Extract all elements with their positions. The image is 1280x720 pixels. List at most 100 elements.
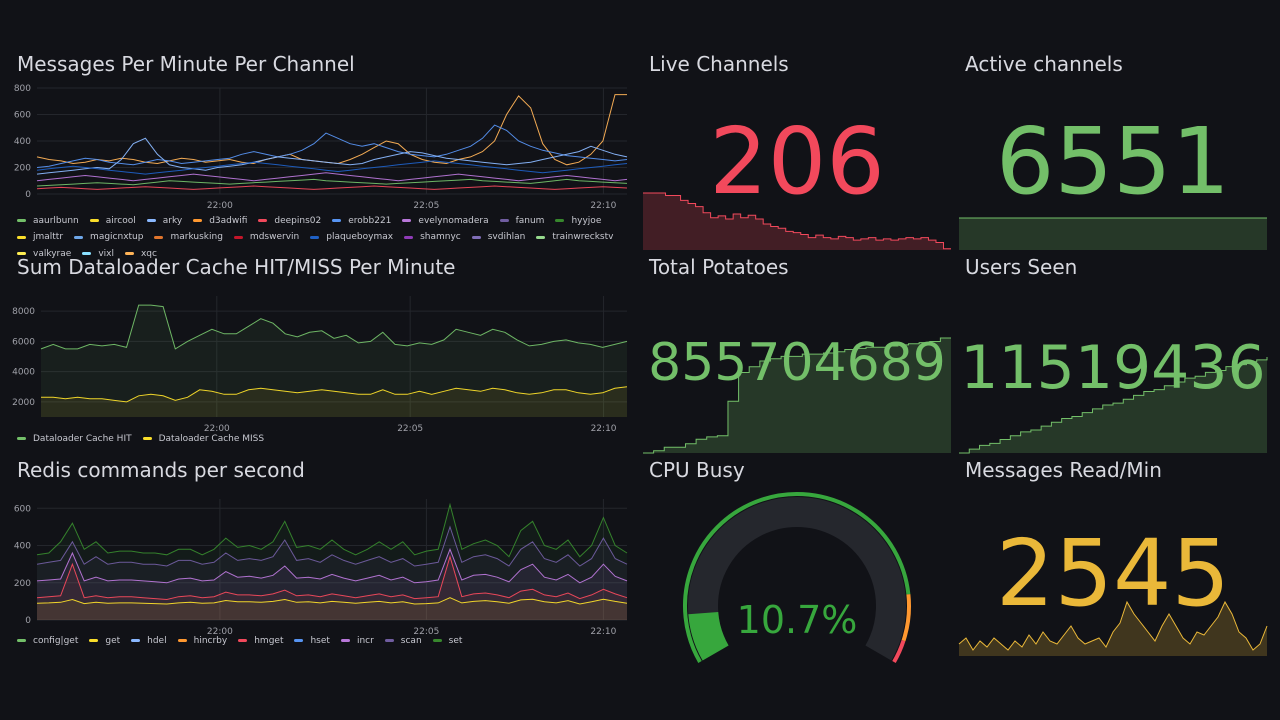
messages-legend: aaurlbunn aircool arky d3adwifi deepins02 ero… bbox=[17, 212, 627, 262]
legend-swatch bbox=[340, 639, 350, 642]
dataloader-legend-item[interactable]: Dataloader Cache HIT bbox=[17, 431, 132, 447]
redis-legend-item[interactable]: hmget bbox=[238, 633, 283, 649]
series-area-Dataloader Cache HIT bbox=[41, 305, 627, 417]
legend-swatch bbox=[17, 639, 26, 642]
series-line-aaurlbunn bbox=[36, 178, 628, 187]
redis-legend-item[interactable]: get bbox=[89, 633, 120, 649]
total-potatoes-sparkline bbox=[643, 337, 951, 454]
messages-panel-title: Messages Per Minute Per Channel bbox=[17, 52, 355, 76]
legend-label: aaurlbunn bbox=[33, 215, 79, 226]
messages-legend-item[interactable]: svdihlan bbox=[471, 229, 525, 245]
messages-legend-item[interactable]: jmalttr bbox=[17, 229, 63, 245]
series-line-Dataloader Cache HIT bbox=[40, 304, 628, 350]
series-area-Dataloader Cache MISS bbox=[41, 386, 627, 417]
gauge-threshold-orange bbox=[901, 594, 911, 642]
redis-legend-item[interactable]: hincrby bbox=[177, 633, 227, 649]
cpu-busy-title: CPU Busy bbox=[649, 458, 745, 482]
messages-legend-item[interactable]: vixl bbox=[82, 246, 114, 262]
legend-swatch bbox=[131, 639, 141, 642]
messages-legend-item[interactable]: markusking bbox=[154, 229, 223, 245]
live-channels-sparkline bbox=[643, 192, 951, 250]
x-tick-label: 22:00 bbox=[207, 627, 233, 637]
legend-swatch bbox=[332, 219, 342, 222]
series-line-Dataloader Cache MISS bbox=[41, 386, 628, 403]
messages-legend-item[interactable]: deepins02 bbox=[258, 213, 321, 229]
legend-label: markusking bbox=[170, 232, 223, 242]
sparkline-area bbox=[959, 602, 1267, 656]
active-channels-sparkline bbox=[959, 217, 1267, 250]
legend-swatch bbox=[233, 235, 243, 239]
messages-legend-item[interactable]: magicnxtup bbox=[74, 229, 143, 245]
x-tick-label: 22:05 bbox=[413, 201, 439, 211]
dataloader-legend-item[interactable]: Dataloader Cache MISS bbox=[142, 431, 264, 447]
x-tick-label: 22:05 bbox=[413, 627, 439, 637]
messages-legend-item[interactable]: d3adwifi bbox=[193, 213, 247, 229]
legend-label: magicnxtup bbox=[90, 232, 144, 242]
legend-label: scan bbox=[400, 635, 422, 646]
dataloader-chart[interactable]: 2000 4000 6000 8000 22:00 22:05 22:10 bbox=[12, 290, 628, 435]
legend-swatch bbox=[555, 219, 565, 222]
legend-label: trainwreckstv bbox=[552, 232, 614, 242]
messages-legend-item[interactable]: plaqueboymax bbox=[310, 229, 393, 245]
legend-swatch bbox=[17, 252, 26, 255]
messages-legend-item[interactable]: mdswervin bbox=[233, 229, 299, 245]
total-potatoes-panel: Total Potatoes 855704689 bbox=[643, 255, 951, 454]
legend-swatch bbox=[432, 639, 442, 642]
users-seen-value: 11519436 bbox=[960, 333, 1266, 403]
legend-label: erobb221 bbox=[348, 215, 392, 226]
legend-swatch bbox=[124, 252, 134, 255]
redis-panel-title: Redis commands per second bbox=[17, 458, 305, 482]
sparkline-line bbox=[958, 600, 1268, 651]
legend-label: Dataloader Cache HIT bbox=[33, 433, 132, 444]
messages-legend-item[interactable]: shamnyc bbox=[404, 229, 461, 245]
messages-legend-item[interactable]: fanum bbox=[499, 213, 544, 229]
legend-label: arky bbox=[162, 215, 183, 226]
legend-swatch bbox=[89, 639, 99, 642]
series-line-erobb221 bbox=[36, 124, 628, 168]
messages-legend-item[interactable]: aircool bbox=[89, 213, 136, 229]
messages-legend-item[interactable]: arky bbox=[146, 213, 183, 229]
series-line-set bbox=[36, 502, 628, 558]
redis-legend-item[interactable]: config|get bbox=[17, 633, 78, 649]
redis-chart[interactable]: 0 200 400 600 22:00 22:05 22:10 bbox=[14, 493, 628, 638]
legend-label: hset bbox=[310, 635, 330, 646]
legend-swatch bbox=[402, 219, 412, 222]
users-seen-panel: Users Seen 11519436 bbox=[959, 255, 1268, 454]
gauge-threshold-green bbox=[683, 492, 911, 663]
messages-legend-item[interactable]: evelynomadera bbox=[402, 213, 489, 229]
redis-legend-item[interactable]: set bbox=[432, 633, 462, 649]
legend-label: vixl bbox=[98, 248, 114, 259]
active-channels-title: Active channels bbox=[965, 52, 1123, 76]
messages-read-sparkline bbox=[958, 600, 1268, 656]
legend-swatch bbox=[499, 219, 509, 222]
series-line-hmget bbox=[36, 554, 628, 601]
legend-label: valkyrae bbox=[33, 248, 72, 259]
series-area-hmget bbox=[37, 556, 627, 620]
redis-legend-item[interactable]: hset bbox=[294, 633, 330, 649]
y-tick-label: 4000 bbox=[12, 368, 35, 378]
messages-legend-item[interactable]: erobb221 bbox=[332, 213, 391, 229]
live-channels-panel: Live Channels 206 bbox=[643, 52, 951, 250]
redis-legend-item[interactable]: hdel bbox=[131, 633, 167, 649]
legend-swatch bbox=[17, 219, 26, 222]
legend-label: shamnyc bbox=[420, 232, 461, 242]
y-tick-label: 600 bbox=[14, 111, 31, 121]
legend-swatch bbox=[193, 219, 203, 222]
redis-legend-item[interactable]: incr bbox=[340, 633, 374, 649]
messages-legend-item[interactable]: valkyrae bbox=[17, 246, 71, 262]
x-tick-label: 22:10 bbox=[590, 627, 616, 637]
messages-legend-item[interactable]: aaurlbunn bbox=[17, 213, 79, 229]
series-line-arky bbox=[36, 137, 628, 175]
messages-legend-item[interactable]: hyyjoe bbox=[555, 213, 601, 229]
messages-chart[interactable]: 0 200 400 600 800 22:00 22:05 22:10 bbox=[14, 82, 628, 212]
dataloader-panel: Sum Dataloader Cache HIT/MISS Per Minute… bbox=[12, 255, 628, 450]
legend-label: config|get bbox=[33, 635, 79, 646]
cpu-gauge bbox=[683, 492, 911, 663]
y-tick-label: 2000 bbox=[12, 398, 35, 408]
gauge-threshold-red bbox=[892, 639, 906, 663]
legend-swatch bbox=[74, 235, 84, 239]
messages-legend-item[interactable]: trainwreckstv bbox=[536, 229, 613, 245]
legend-swatch bbox=[404, 235, 414, 239]
messages-legend-item[interactable]: xqc bbox=[124, 246, 157, 262]
redis-legend-item[interactable]: scan bbox=[384, 633, 422, 649]
